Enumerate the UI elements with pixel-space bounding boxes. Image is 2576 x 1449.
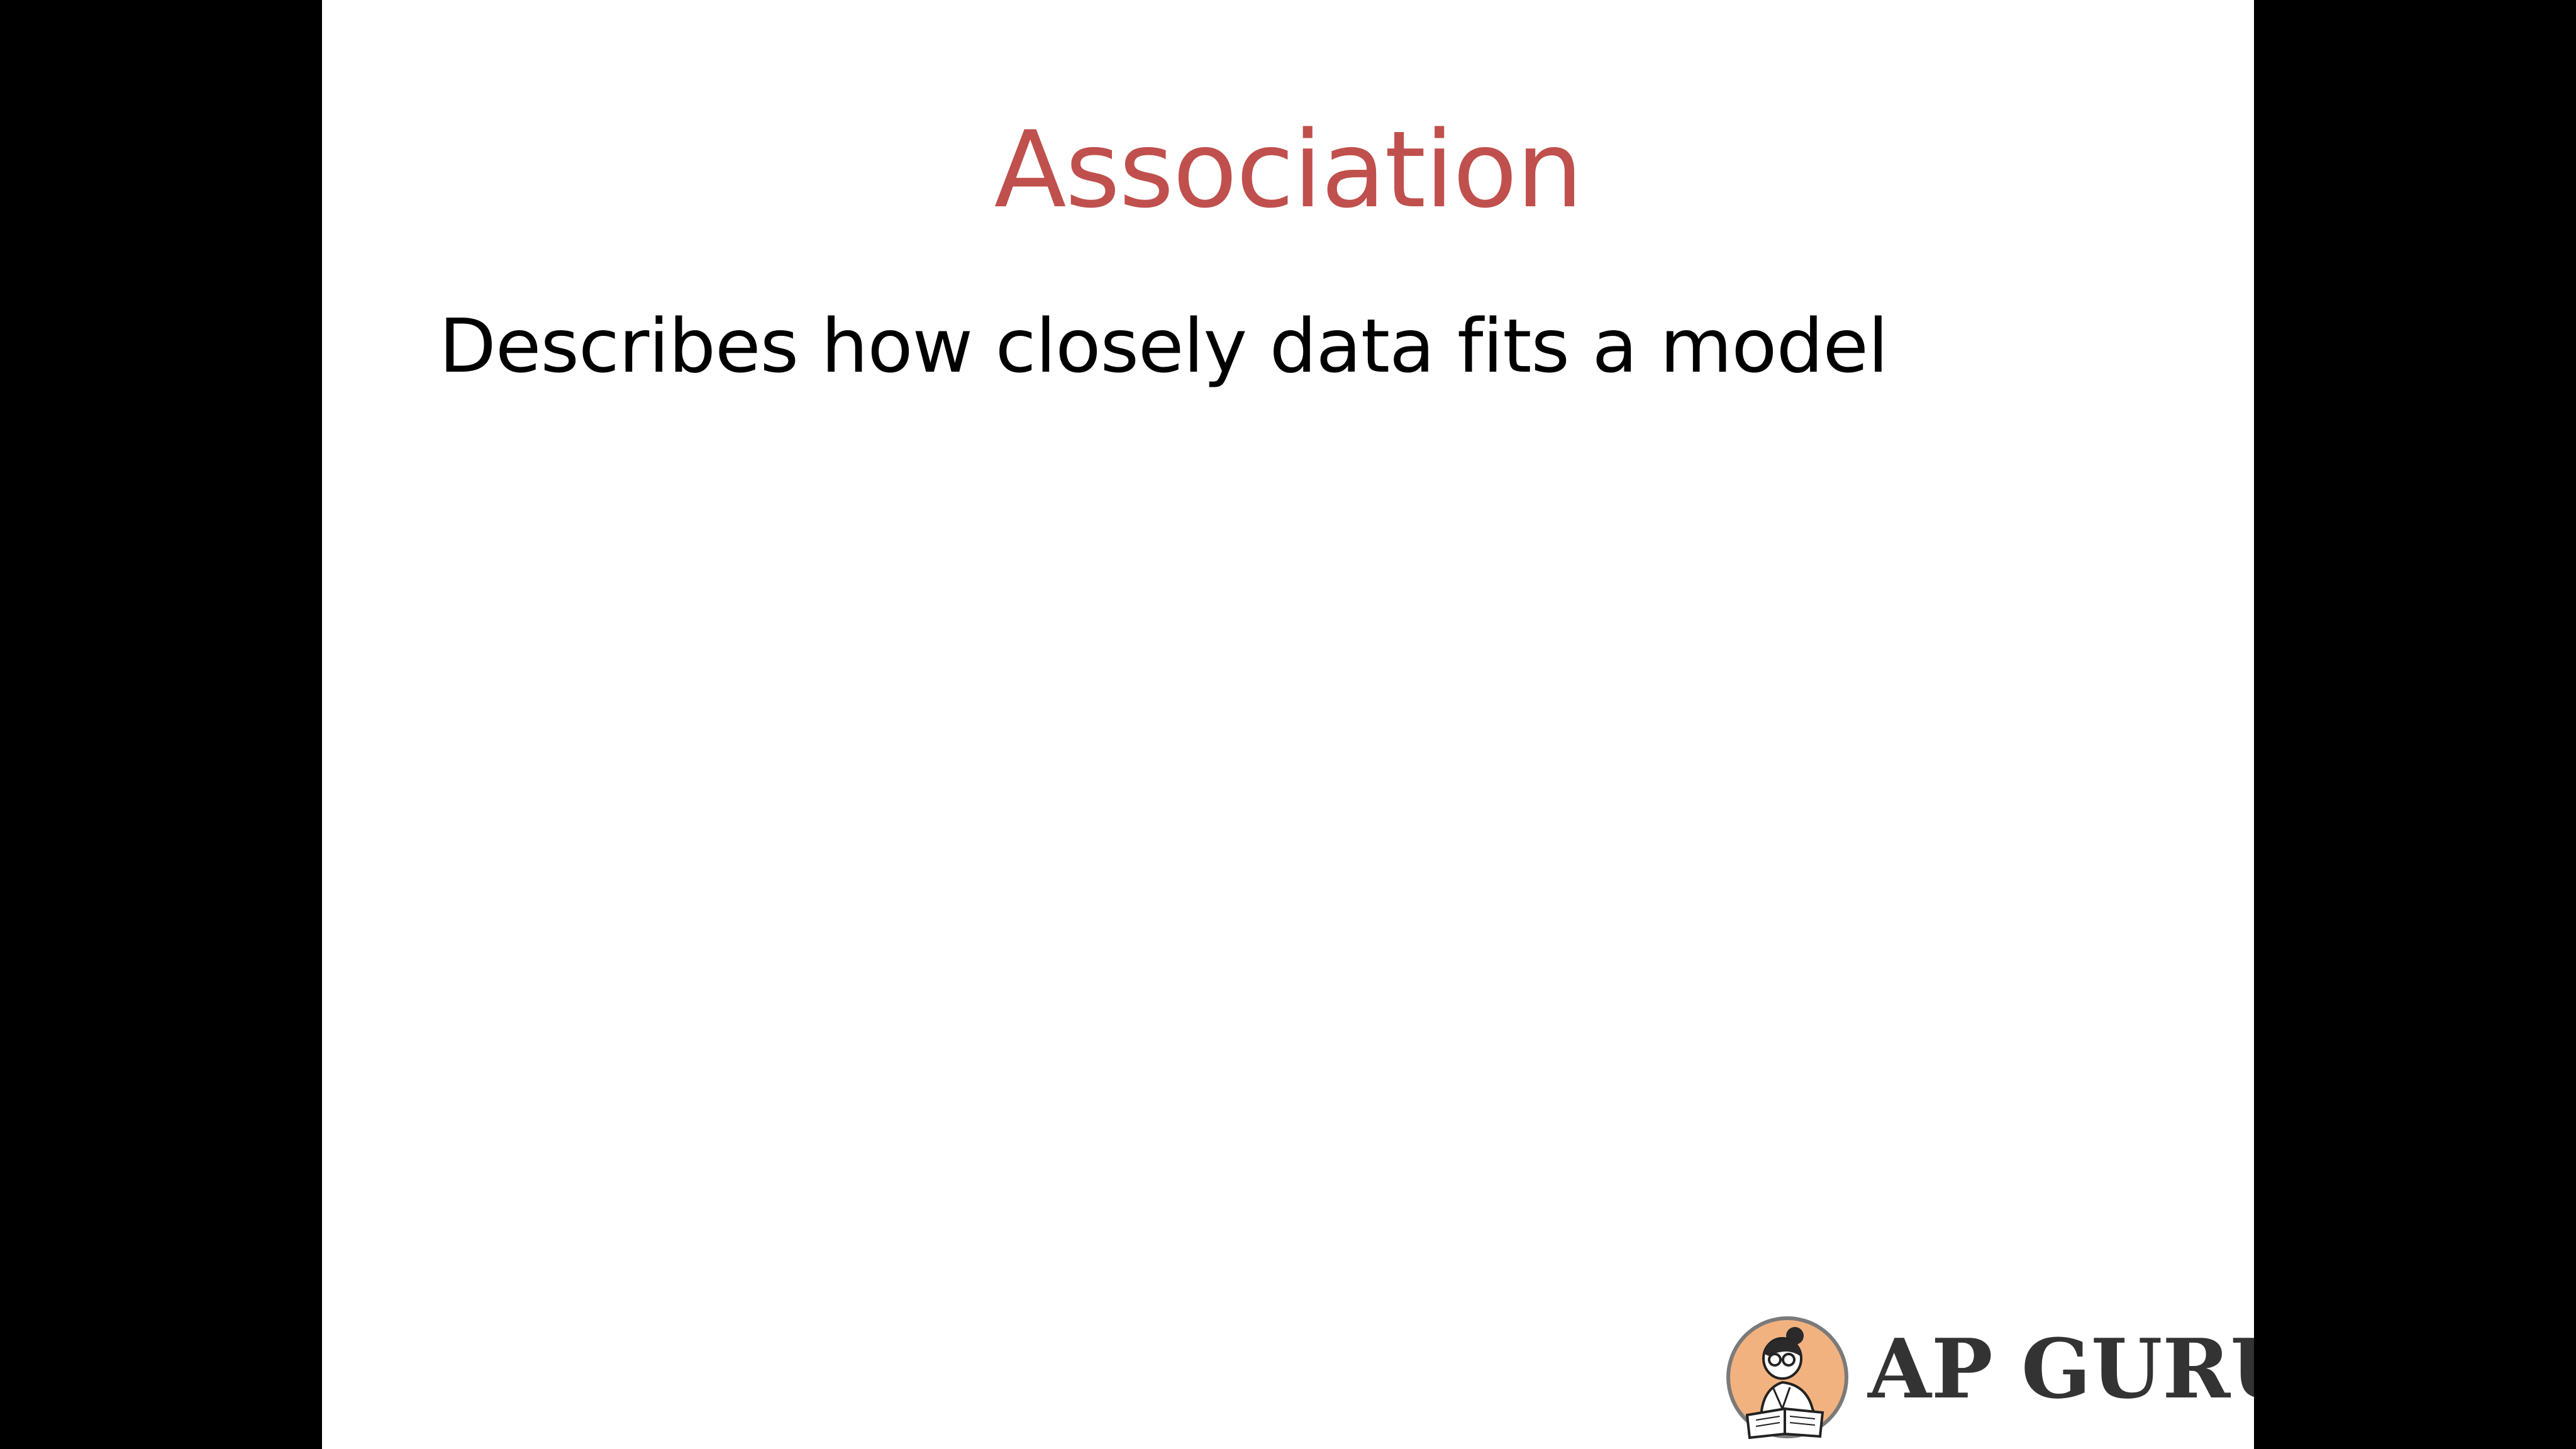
- slide: Association Describes how closely data f…: [322, 0, 2254, 1449]
- ap-guru-logo: AP GURU: [1724, 1308, 2254, 1449]
- slide-body-text: Describes how closely data fits a model: [439, 303, 1889, 389]
- brand-name: AP GURU: [1868, 1321, 2254, 1417]
- reading-guru-icon: [1726, 1316, 1848, 1440]
- slide-title: Association: [994, 108, 1584, 231]
